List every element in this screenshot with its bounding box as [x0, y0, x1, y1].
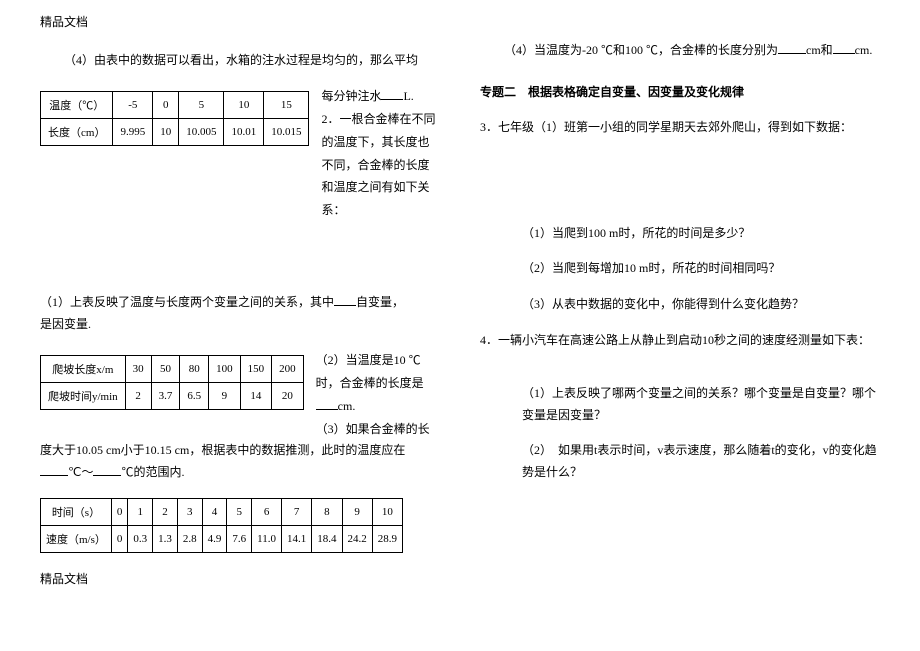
txt: ℃～ — [68, 465, 93, 479]
cell: 2 — [125, 383, 151, 410]
header: 精品文档 — [40, 12, 440, 34]
cell: 1 — [128, 498, 153, 525]
right-column: （4）当温度为-20 ℃和100 ℃，合金棒的长度分别为 cm和 cm. 专题二 根… — [480, 12, 880, 590]
table-slope: 爬坡长度x/m 30 50 80 100 150 200 爬坡时间y/min 2… — [40, 355, 304, 410]
cell: 80 — [180, 356, 209, 383]
cell: 5 — [227, 498, 252, 525]
cell: 100 — [209, 356, 241, 383]
left-column: 精品文档 （4）由表中的数据可以看出，水箱的注水过程是均匀的，那么平均 温度（℃… — [40, 12, 440, 590]
header-spacer — [480, 12, 880, 24]
cell: 24.2 — [342, 525, 372, 552]
cell: 10 — [153, 119, 179, 146]
txt: （3）如果合金棒的长 — [316, 422, 430, 436]
txt: （4）当温度为-20 ℃和100 ℃，合金棒的长度分别为 — [504, 43, 778, 57]
cell: 6.5 — [180, 383, 209, 410]
cell: 50 — [151, 356, 180, 383]
l-flex-text-1: 每分钟注水 L. 2．一根合金棒在不同的温度下，其长度也不同，合金棒的长度和温度之… — [321, 85, 440, 222]
cell: 0 — [153, 92, 179, 119]
r-q4: 4．一辆小汽车在高速公路上从静止到启动10秒之间的速度经测量如下表： — [480, 330, 880, 352]
cell: 18.4 — [312, 525, 342, 552]
cell: 温度（℃） — [41, 92, 113, 119]
blank — [40, 464, 68, 476]
r-q4-1: （1）上表反映了哪两个变量之间的关系？哪个变量是自变量？哪个变量是因变量？ — [480, 383, 880, 426]
cell: 4.9 — [202, 525, 227, 552]
cell: 30 — [125, 356, 151, 383]
l-p4: （4）由表中的数据可以看出，水箱的注水过程是均匀的，那么平均 — [40, 50, 440, 72]
spacer — [480, 365, 880, 383]
txt: （1）上表反映了温度与长度两个变量之间的关系，其中 — [40, 295, 334, 309]
cell: 7 — [282, 498, 312, 525]
l-q1: （1）上表反映了温度与长度两个变量之间的关系，其中 自变量， 是因变量. — [40, 292, 440, 335]
blank — [334, 294, 356, 306]
section-title-2: 专题二 根据表格确定自变量、因变量及变化规律 — [480, 82, 880, 104]
cell: 10.01 — [224, 119, 264, 146]
cell: 1.3 — [153, 525, 178, 552]
l-flex-text-2: （2）当温度是10 ℃时，合金棒的长度是 cm. （3）如果合金棒的长 — [316, 349, 440, 440]
cell: 长度（cm） — [41, 119, 113, 146]
cell: 速度（m/s） — [41, 525, 112, 552]
blank — [93, 464, 121, 476]
cell: 4 — [202, 498, 227, 525]
l-q3: 度大于10.05 cm小于10.15 cm，根据表中的数据推测，此时的温度应在 … — [40, 440, 440, 483]
cell: 14 — [240, 383, 272, 410]
txt: ℃的范围内. — [121, 465, 184, 479]
cell: -5 — [113, 92, 153, 119]
spacer — [40, 222, 440, 292]
cell: 14.1 — [282, 525, 312, 552]
txt: 度大于10.05 cm小于10.15 cm，根据表中的数据推测，此时的温度应在 — [40, 443, 405, 457]
txt: （2）当温度是10 ℃时，合金棒的长度是 — [316, 353, 424, 390]
blank — [778, 42, 806, 54]
cell: 6 — [252, 498, 282, 525]
txt: 自变量， — [356, 295, 404, 309]
cell: 9 — [342, 498, 372, 525]
cell: 0 — [111, 498, 128, 525]
r-q3: 3．七年级（1）班第一小组的同学星期天去郊外爬山，得到如下数据： — [480, 117, 880, 139]
cell: 11.0 — [252, 525, 282, 552]
cell: 150 — [240, 356, 272, 383]
cell: 爬坡长度x/m — [41, 356, 126, 383]
blank — [316, 398, 338, 410]
cell: 3.7 — [151, 383, 180, 410]
l-row-tbl2: 爬坡长度x/m 30 50 80 100 150 200 爬坡时间y/min 2… — [40, 349, 440, 440]
r-q3-2: （2）当爬到每增加10 m时，所花的时间相同吗？ — [480, 258, 880, 280]
cell: 3 — [177, 498, 202, 525]
txt: 是因变量. — [40, 317, 91, 331]
cell: 200 — [272, 356, 304, 383]
txt: cm. — [338, 399, 356, 413]
txt: 每分钟注水 — [321, 89, 381, 103]
cell: 9 — [209, 383, 241, 410]
r-p4: （4）当温度为-20 ℃和100 ℃，合金棒的长度分别为 cm和 cm. — [480, 40, 880, 62]
blank — [833, 42, 855, 54]
cell: 10 — [224, 92, 264, 119]
cell: 10 — [372, 498, 402, 525]
table-temp-length: 温度（℃） -5 0 5 10 15 长度（cm） 9.995 10 10.00… — [40, 91, 309, 146]
txt: 2．一根合金棒在不同的温度下，其长度也不同，合金棒的长度和温度之间有如下关系： — [321, 112, 435, 217]
cell: 15 — [264, 92, 309, 119]
cell: 时间（s） — [41, 498, 112, 525]
cell: 0.3 — [128, 525, 153, 552]
cell: 8 — [312, 498, 342, 525]
l-row-tbl1: 温度（℃） -5 0 5 10 15 长度（cm） 9.995 10 10.00… — [40, 85, 440, 222]
spacer — [480, 153, 880, 223]
cell: 0 — [111, 525, 128, 552]
cell: 10.005 — [179, 119, 224, 146]
cell: 9.995 — [113, 119, 153, 146]
txt: cm和 — [806, 43, 833, 57]
r-q3-1: （1）当爬到100 m时，所花的时间是多少？ — [480, 223, 880, 245]
txt: cm. — [855, 43, 873, 57]
cell: 5 — [179, 92, 224, 119]
txt: L. — [403, 89, 413, 103]
cell: 20 — [272, 383, 304, 410]
cell: 2.8 — [177, 525, 202, 552]
r-q4-2: （2） 如果用t表示时间，v表示速度，那么随着t的变化，v的变化趋势是什么？ — [480, 440, 880, 483]
cell: 7.6 — [227, 525, 252, 552]
footer: 精品文档 — [40, 569, 440, 591]
cell: 28.9 — [372, 525, 402, 552]
r-q3-3: （3）从表中数据的变化中，你能得到什么变化趋势？ — [480, 294, 880, 316]
cell: 2 — [153, 498, 178, 525]
cell: 爬坡时间y/min — [41, 383, 126, 410]
blank — [381, 88, 403, 100]
table-speed: 时间（s） 0 1 2 3 4 5 6 7 8 9 10 速度（m/s） 0 0… — [40, 498, 403, 553]
cell: 10.015 — [264, 119, 309, 146]
